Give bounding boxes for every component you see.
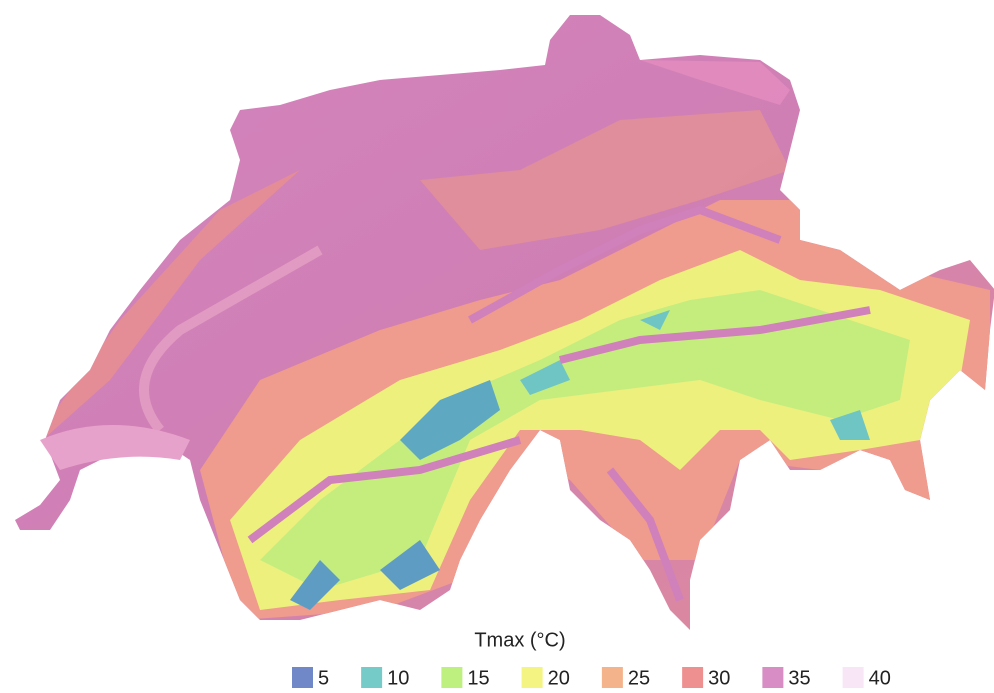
glacier xyxy=(520,310,870,440)
legend-label: 15 xyxy=(467,667,489,689)
legend-label: 30 xyxy=(708,667,730,689)
switzerland xyxy=(15,15,994,630)
legend-label: 25 xyxy=(628,667,650,689)
lake-geneva xyxy=(40,425,190,470)
legend-swatch xyxy=(762,667,784,688)
legend-swatch xyxy=(441,667,463,688)
legend-label: 20 xyxy=(548,667,570,689)
legend: 5 10 15 20 25 30 35 40 xyxy=(292,667,891,689)
legend-swatch xyxy=(842,667,864,688)
lake-constance xyxy=(640,60,790,105)
lake xyxy=(139,245,323,434)
legend-title: Tmax (°C) xyxy=(474,629,565,651)
legend-label: 35 xyxy=(788,667,810,689)
legend-swatch xyxy=(292,667,313,688)
foothills xyxy=(420,110,790,250)
legend-swatch xyxy=(361,667,383,688)
legend-label: 10 xyxy=(387,667,409,689)
legend-swatch xyxy=(682,667,704,688)
glacier xyxy=(400,380,500,460)
legend-label: 5 xyxy=(318,667,329,689)
high-alps xyxy=(260,290,910,590)
legend-swatch xyxy=(601,667,623,688)
glacier xyxy=(290,540,440,610)
jura xyxy=(20,170,300,460)
legend-label: 40 xyxy=(869,667,891,689)
valley xyxy=(247,205,871,602)
legend-swatch xyxy=(521,667,543,688)
